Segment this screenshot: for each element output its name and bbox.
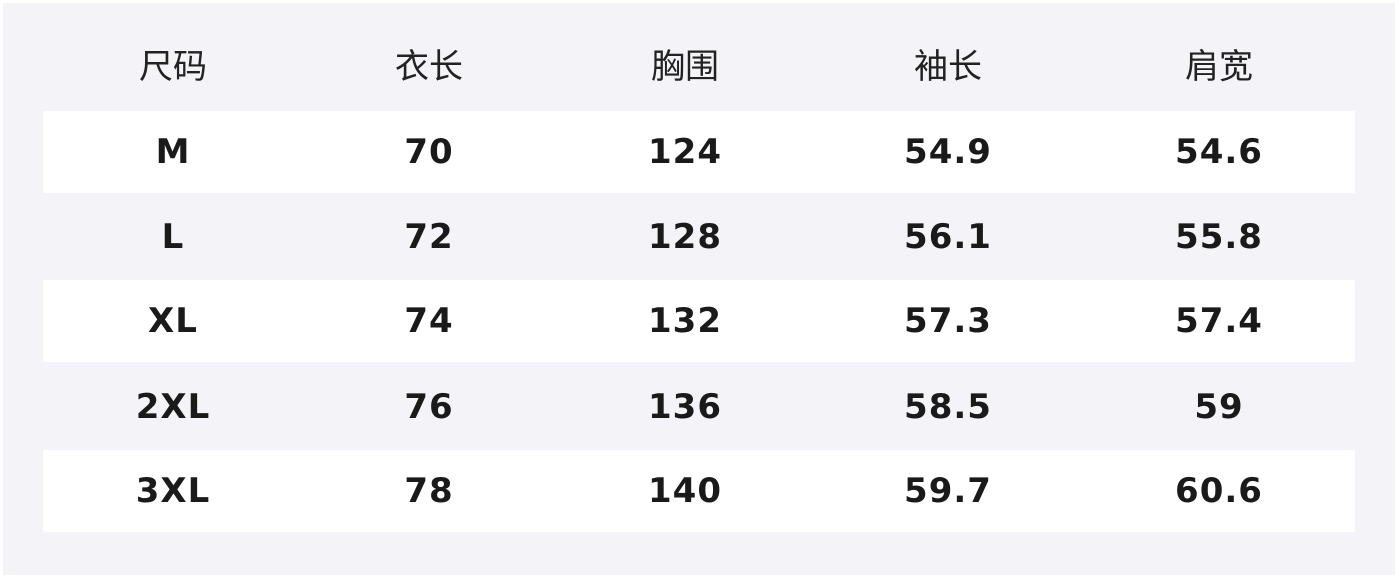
header-sleeve: 袖长 (914, 47, 982, 87)
cell-size: M (155, 132, 191, 172)
table-row: 3XL 78 140 59.7 60.6 (43, 450, 1355, 532)
cell-chest: 132 (648, 301, 722, 341)
table-row: XL 74 132 57.3 57.4 (43, 280, 1355, 362)
cell-length: 74 (404, 301, 454, 341)
header-row: 尺码 衣长 胸围 袖长 肩宽 (43, 26, 1355, 108)
cell-chest: 124 (648, 132, 722, 172)
size-chart-table: 尺码 衣长 胸围 袖长 肩宽 M 70 124 54.9 54.6 L 72 1… (3, 3, 1395, 575)
table-row: L 72 128 56.1 55.8 (43, 196, 1355, 278)
cell-length: 70 (404, 132, 454, 172)
header-chest: 胸围 (651, 47, 719, 87)
cell-length: 72 (404, 217, 454, 257)
header-length: 衣长 (395, 47, 463, 87)
cell-size: 3XL (135, 471, 211, 511)
cell-shoulder: 57.4 (1175, 301, 1263, 341)
table-row: M 70 124 54.9 54.6 (43, 111, 1355, 193)
cell-shoulder: 59 (1194, 387, 1244, 427)
cell-sleeve: 56.1 (904, 217, 992, 257)
cell-sleeve: 58.5 (904, 387, 992, 427)
header-size: 尺码 (139, 47, 207, 87)
cell-shoulder: 54.6 (1175, 132, 1263, 172)
table-row: 2XL 76 136 58.5 59 (43, 366, 1355, 448)
cell-length: 78 (404, 471, 454, 511)
cell-length: 76 (404, 387, 454, 427)
cell-shoulder: 60.6 (1175, 471, 1263, 511)
header-shoulder: 肩宽 (1185, 47, 1253, 87)
cell-chest: 140 (648, 471, 722, 511)
cell-size: 2XL (135, 387, 211, 427)
cell-sleeve: 59.7 (904, 471, 992, 511)
cell-chest: 136 (648, 387, 722, 427)
cell-shoulder: 55.8 (1175, 217, 1263, 257)
cell-size: L (161, 217, 185, 257)
cell-size: XL (148, 301, 198, 341)
cell-chest: 128 (648, 217, 722, 257)
cell-sleeve: 54.9 (904, 132, 992, 172)
cell-sleeve: 57.3 (904, 301, 992, 341)
